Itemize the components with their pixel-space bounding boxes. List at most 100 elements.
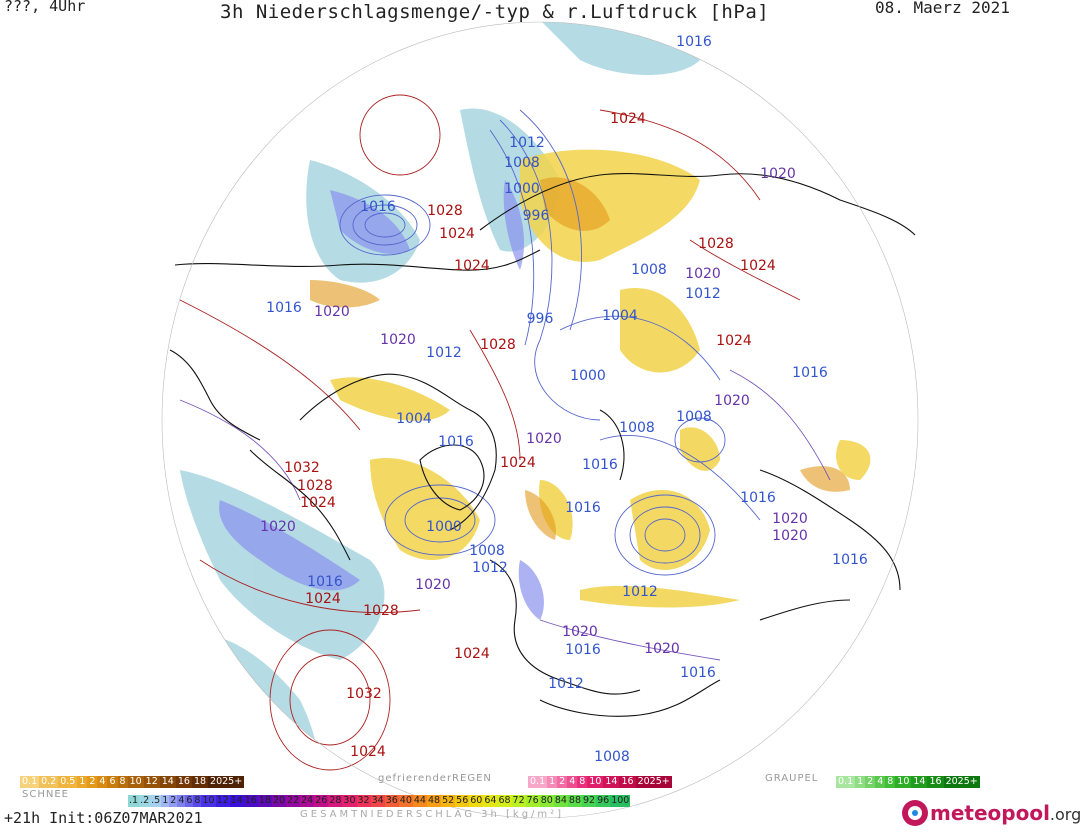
legend-total-swatch: 56 [455, 795, 470, 807]
legend-total-swatch: 34 [370, 795, 385, 807]
legend-total-swatch: 44 [412, 795, 427, 807]
precip-blue-fields [219, 180, 544, 620]
legend-snow-label: SCHNEE [22, 789, 69, 800]
legend-snow-scale: 0.1 0.2 0.5 1 2 4 6 8 10 12 14 16 18 2025+ [20, 776, 245, 788]
isobar-label: 1016 [438, 434, 474, 450]
legend-graupel-swatch: 2025+ [943, 776, 980, 788]
precip-orange-dots [310, 177, 850, 540]
legend-snow-swatch: 8 [117, 776, 128, 788]
legend-total-swatch: 16 [243, 795, 258, 807]
isobar-label: 1020 [380, 332, 416, 348]
legend-total-swatch: 24 [300, 795, 315, 807]
legend-rain-swatch: 10 [587, 776, 604, 788]
legend-graupel-label: GRAUPEL [765, 773, 819, 784]
legend-total-swatch: 1 [161, 795, 170, 807]
legend-rain-swatch: 14 [603, 776, 620, 788]
isobar-label: 1008 [631, 262, 667, 278]
legend-total-swatch: 64 [483, 795, 498, 807]
isobar-label: 1008 [676, 409, 712, 425]
isobar-label: 1024 [454, 646, 490, 662]
isobar-label: 1032 [346, 686, 382, 702]
legend-total-swatch: 6 [185, 795, 194, 807]
legend-total-swatch: 88 [567, 795, 582, 807]
legend-total-swatch: 48 [426, 795, 442, 807]
isobar-label: 1000 [426, 519, 462, 535]
isobar-label: 1004 [396, 411, 432, 427]
legend-total-swatch: 84 [553, 795, 568, 807]
legend-total-swatch: 30 [342, 795, 357, 807]
legend-total-swatch: .2 [139, 795, 151, 807]
legend-snow-swatch: 2 [87, 776, 98, 788]
isobar-label: 1020 [562, 624, 598, 640]
isobar-label: 1016 [266, 300, 302, 316]
legend-total-swatch: 10 [201, 795, 216, 807]
isobar-label: 1016 [676, 34, 712, 50]
isobar-label: 1024 [439, 226, 475, 242]
legend-graupel-swatch: 10 [895, 776, 912, 788]
isobar-label: 1024 [454, 258, 490, 274]
isobar-label: 1008 [594, 749, 630, 765]
isobar-label: 996 [527, 311, 554, 327]
legend-total-swatch: 36 [384, 795, 399, 807]
isobar-label: 1012 [472, 560, 508, 576]
legend-snow-swatch: 4 [97, 776, 108, 788]
legend-rain-swatch: 0.1 [528, 776, 548, 788]
isobar-label: 1020 [415, 577, 451, 593]
isobar-label: 1028 [480, 337, 516, 353]
isobar-label: 1024 [350, 744, 386, 760]
isobar-label: 1020 [772, 511, 808, 527]
legend-total-swatch: 22 [286, 795, 301, 807]
legend-rain-swatch: 16 [619, 776, 636, 788]
legend-graupel-swatch: 1 [855, 776, 866, 788]
legend-rain-swatch: 4 [567, 776, 578, 788]
isobar-label: 1016 [565, 642, 601, 658]
isobar-label: 1024 [610, 111, 646, 127]
hemisphere-outline [161, 21, 919, 819]
legend-rain-swatch: 1 [547, 776, 558, 788]
isobar-label: 1024 [716, 333, 752, 349]
legend-graupel-swatch: 8 [885, 776, 896, 788]
isobar-label: 1020 [760, 166, 796, 182]
coastlines [169, 173, 916, 717]
legend-graupel-scale: 0.1 1 2 4 8 10 14 16 2025+ [836, 776, 980, 788]
isobar-label: 1016 [832, 552, 868, 568]
isobar-label: 1008 [469, 543, 505, 559]
isobar-label: 1016 [582, 457, 618, 473]
legend-total-swatch: 8 [193, 795, 202, 807]
isobar-label: 1016 [740, 490, 776, 506]
isobar-label: 1012 [548, 676, 584, 692]
meteopool-logo[interactable]: meteopool.org [900, 798, 1080, 828]
isobar-label: 1016 [360, 199, 396, 215]
legend-rain-swatch: 2 [557, 776, 568, 788]
precip-snow-fields [170, 22, 700, 818]
isobar-label: 1032 [284, 460, 320, 476]
legend-freezing-rain-label: gefrierenderREGEN [378, 773, 492, 784]
legend-total-swatch: 32 [356, 795, 371, 807]
isobar-label: 1020 [772, 528, 808, 544]
isobar-label: 1020 [685, 266, 721, 282]
legend-freezing-rain-scale: 0.1 1 2 4 8 10 14 16 2025+ [528, 776, 672, 788]
isobar-label: 1028 [363, 603, 399, 619]
legend-total-swatch: 4 [177, 795, 186, 807]
legend-total-swatch: 92 [582, 795, 597, 807]
legend-graupel-swatch: 0.1 [836, 776, 856, 788]
isobar-lines [179, 94, 831, 771]
legend-snow-swatch: 1 [77, 776, 88, 788]
legend-snow-swatch: 0.2 [39, 776, 59, 788]
isobar-label: 1024 [300, 495, 336, 511]
isobar-label: 1024 [305, 591, 341, 607]
isobar-label: 1028 [698, 236, 734, 252]
legend-snow-swatch: 16 [175, 776, 192, 788]
legend-graupel-swatch: 2 [865, 776, 876, 788]
isobar-label: 1024 [500, 455, 536, 471]
legend-snow-swatch: 0.1 [20, 776, 40, 788]
isobar-label: 1004 [602, 308, 638, 324]
legend-total-swatch: .1 [128, 795, 140, 807]
isobar-label: 1020 [314, 304, 350, 320]
legend-total-swatch: 2 [169, 795, 178, 807]
legend-snow-swatch: 6 [107, 776, 118, 788]
isobar-label: 1020 [644, 641, 680, 657]
isobar-label: 1012 [509, 135, 545, 151]
isobar-label: 1008 [619, 420, 655, 436]
